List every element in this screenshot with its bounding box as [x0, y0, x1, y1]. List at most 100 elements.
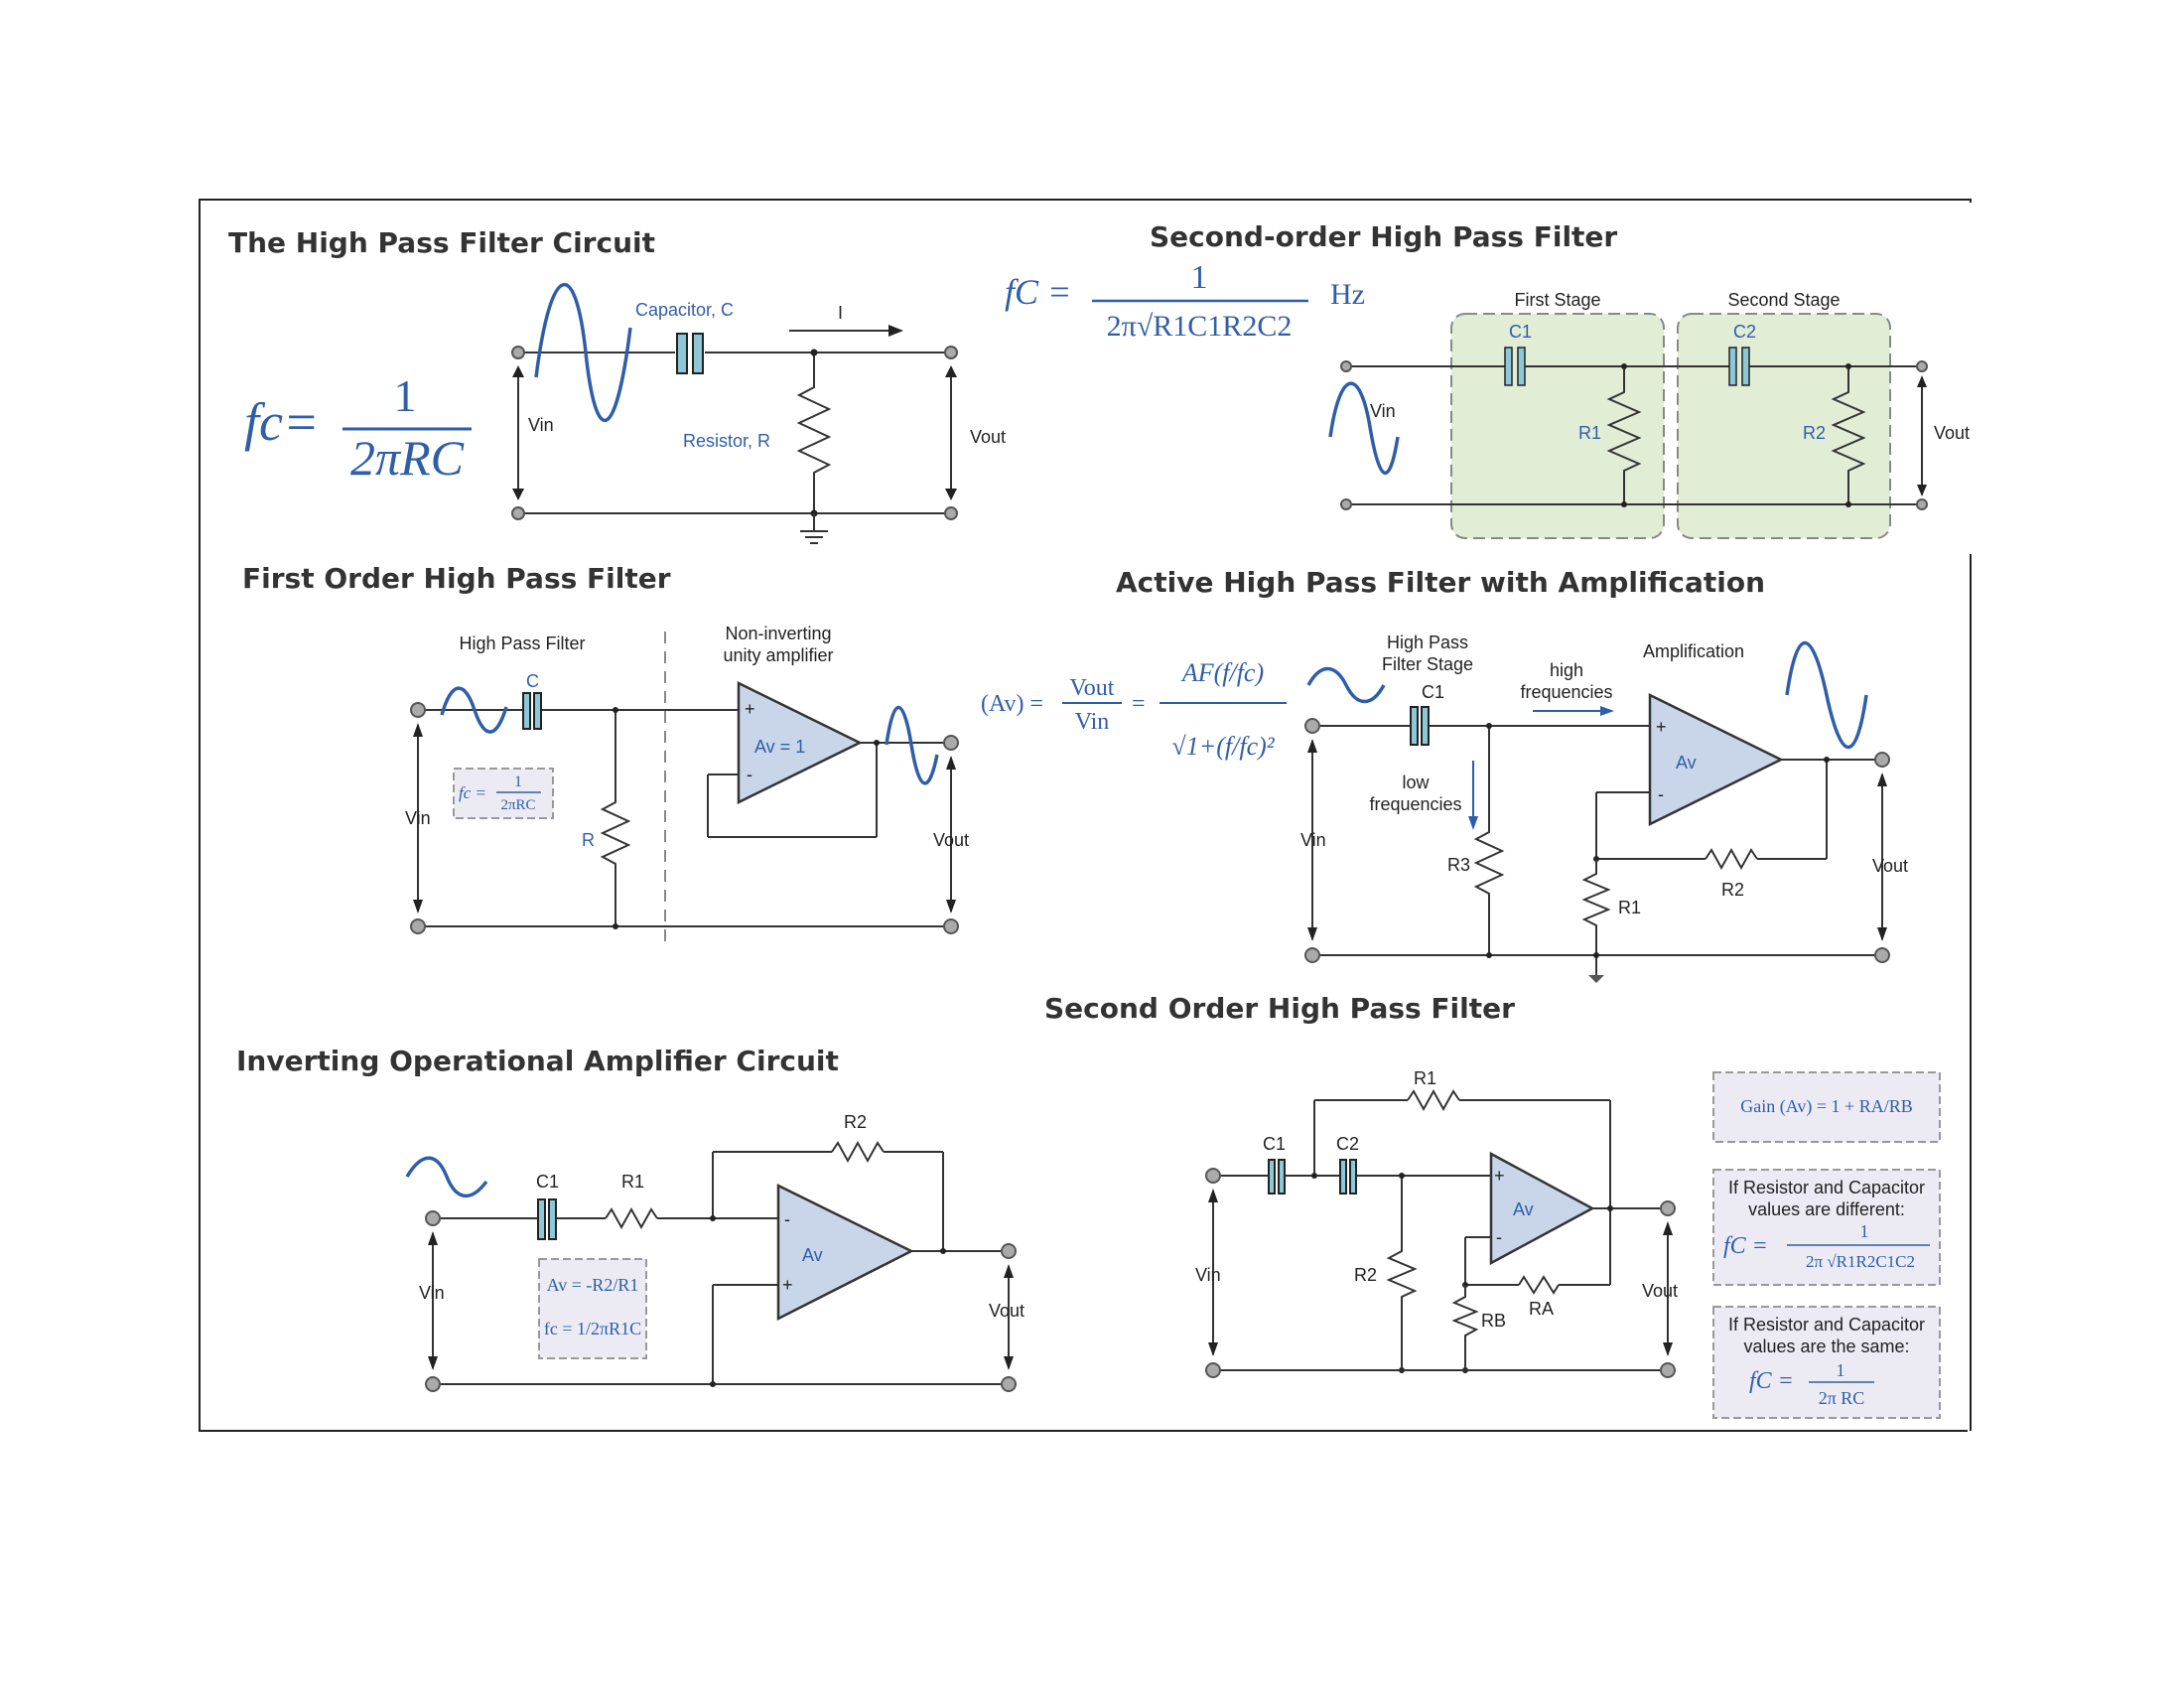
r-label: R: [582, 830, 595, 850]
opamp-label: Av: [1513, 1199, 1534, 1219]
sine-wave-icon: [885, 706, 939, 785]
r1-label: R1: [1578, 423, 1601, 443]
c1-label: C1: [1509, 322, 1532, 342]
section-active-high-pass-filter: Active High Pass Filter with Amplificati…: [981, 562, 1974, 1436]
svg-text:-: -: [1658, 784, 1664, 804]
vin-label: Vin: [528, 415, 554, 435]
rb-label: RB: [1481, 1311, 1506, 1331]
sine-wave-icon: [405, 1156, 488, 1198]
r1-label: R1: [1618, 898, 1641, 917]
opamp-label: Av: [802, 1245, 823, 1265]
high-frequencies-arrow-icon: [1600, 706, 1614, 716]
section1-title: The High Pass Filter Circuit: [228, 226, 655, 259]
section2-formula-lhs: fC =: [1005, 272, 1071, 312]
section1-formula-num: 1: [394, 370, 417, 421]
section-second-order-active-hpf: Second Order High Pass Filter + - Av: [1044, 992, 1941, 1419]
opamp-symbol: [1489, 1151, 1595, 1266]
low-frequencies-line1: low: [1402, 773, 1430, 792]
vin-label: Vin: [1300, 830, 1326, 850]
second-stage-label: Second Stage: [1727, 290, 1840, 310]
section4-title: Active High Pass Filter with Amplificati…: [1116, 566, 1765, 599]
different-values-line1: If Resistor and Capacitor: [1728, 1178, 1925, 1197]
capacitor-symbol: [676, 333, 688, 374]
high-frequencies-line2: frequencies: [1520, 682, 1612, 702]
different-values-formula-lhs: fC =: [1723, 1233, 1768, 1259]
same-values-line1: If Resistor and Capacitor: [1728, 1315, 1925, 1335]
same-values-formula-num: 1: [1837, 1360, 1845, 1380]
section5-title: Inverting Operational Amplifier Circuit: [236, 1045, 839, 1077]
r2-label: R2: [1803, 423, 1826, 443]
output-terminal: [944, 346, 958, 359]
vin-label: Vin: [405, 808, 431, 828]
different-values-formula-den: 2π √R1R2C1C2: [1806, 1252, 1915, 1271]
box-fc-formula: fc = 1/2πR1C: [544, 1319, 641, 1338]
resistor-label: Resistor, R: [683, 431, 770, 451]
vin-label: Vin: [419, 1283, 445, 1303]
c1-label: C1: [536, 1172, 559, 1192]
vin-label: Vin: [1370, 401, 1396, 421]
output-terminal: [944, 506, 958, 520]
c1-label: C1: [1422, 682, 1444, 702]
section4-formula-den: √1+(f/fc)²: [1171, 732, 1275, 761]
c1-label: C1: [1263, 1134, 1286, 1154]
ground-icon: [1588, 975, 1604, 983]
same-values-line2: values are the same:: [1743, 1336, 1909, 1356]
opamp-label: Av: [1676, 753, 1697, 773]
r1-label: R1: [621, 1172, 644, 1192]
different-values-box: [1712, 1169, 1941, 1286]
section2-title: Second-order High Pass Filter: [1150, 220, 1617, 253]
section2-formula-num: 1: [1191, 259, 1208, 296]
section2-formula-unit: Hz: [1330, 278, 1365, 311]
r2-label: R2: [1721, 880, 1744, 900]
capacitor-symbol: [692, 333, 704, 374]
first-stage-label: First Stage: [1514, 290, 1600, 310]
svg-text:+: +: [782, 1275, 793, 1295]
formula-box: [453, 768, 554, 819]
low-frequencies-line2: frequencies: [1369, 794, 1461, 814]
box-formula-den: 2πRC: [500, 797, 535, 813]
section-high-pass-filter-circuit: The High Pass Filter Circuit fc= 1 2πRC …: [228, 226, 1006, 544]
gain-formula: Gain (Av) = 1 + RA/RB: [1740, 1096, 1912, 1117]
svg-text:+: +: [1656, 717, 1667, 737]
opamp-symbol: [1648, 692, 1784, 827]
vout-label: Vout: [1934, 423, 1970, 443]
section1-formula-den: 2πRC: [350, 430, 465, 486]
stage-label-line1: High Pass: [1387, 633, 1468, 652]
r2-label: R2: [844, 1112, 867, 1132]
c2-label: C2: [1336, 1134, 1359, 1154]
opamp-symbol: [737, 680, 863, 805]
input-terminal: [511, 506, 525, 520]
amplification-label: Amplification: [1643, 641, 1744, 661]
ra-label: RA: [1529, 1299, 1554, 1319]
hpf-label: High Pass Filter: [459, 633, 585, 653]
section-second-order-high-pass-filter: Second-order High Pass Filter fC = 1 2π√…: [1005, 203, 1974, 554]
vout-label: Vout: [989, 1301, 1024, 1321]
section3-title: First Order High Pass Filter: [242, 562, 671, 595]
same-values-formula-den: 2π RC: [1819, 1388, 1865, 1408]
sine-wave-icon: [534, 283, 632, 422]
section-inverting-opamp-circuit: Inverting Operational Amplifier Circuit …: [236, 1045, 1024, 1392]
gain-formula-box: [1712, 1071, 1941, 1143]
stage-label-line2: Filter Stage: [1382, 654, 1473, 674]
sine-wave-icon: [1328, 381, 1400, 475]
section6-title: Second Order High Pass Filter: [1044, 992, 1515, 1025]
different-values-line2: values are different:: [1748, 1199, 1905, 1219]
r1-label: R1: [1414, 1068, 1436, 1088]
resistor-symbol: [796, 352, 832, 513]
vout-label: Vout: [1642, 1281, 1678, 1301]
svg-text:-: -: [784, 1209, 790, 1229]
c-label: C: [526, 671, 539, 691]
same-values-formula-lhs: fC =: [1749, 1368, 1794, 1394]
section4-formula-eq: =: [1132, 691, 1146, 717]
amp-label-line1: Non-inverting: [725, 624, 831, 643]
section-first-order-high-pass-filter: First Order High Pass Filter High Pass F…: [242, 562, 969, 943]
sine-wave-icon: [1785, 641, 1868, 749]
capacitor-label: Capacitor, C: [635, 300, 734, 320]
svg-text:-: -: [1496, 1227, 1502, 1247]
current-arrow-icon: [888, 325, 903, 337]
section4-frac-den: Vin: [1075, 709, 1110, 735]
different-values-formula-num: 1: [1860, 1221, 1869, 1241]
formula-box: [538, 1258, 647, 1359]
r2-label: R2: [1354, 1265, 1377, 1285]
